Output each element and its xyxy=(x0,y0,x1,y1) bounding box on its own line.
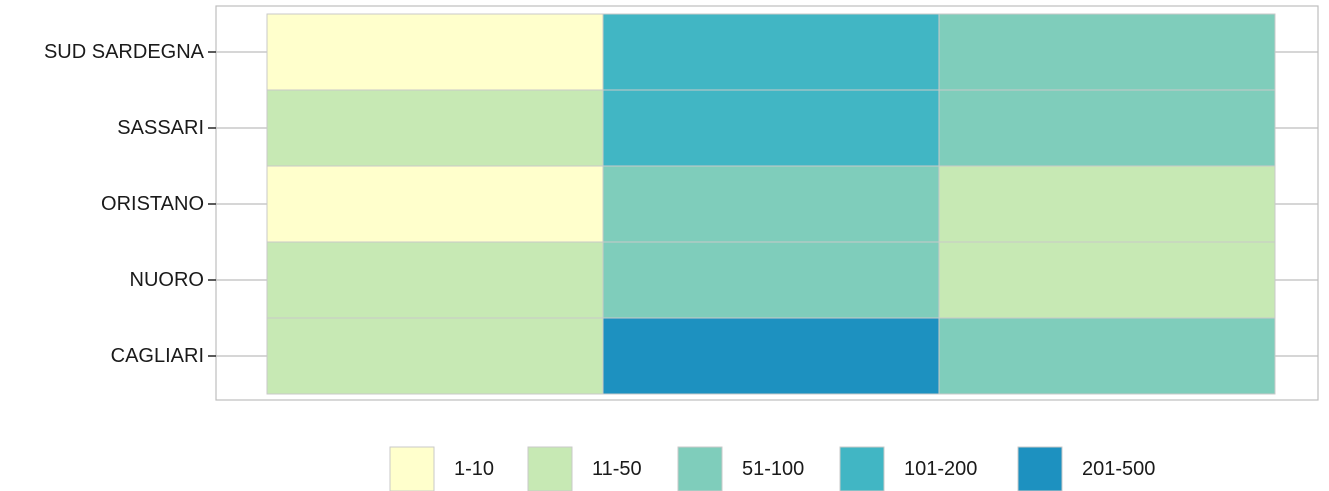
heatmap-cell xyxy=(266,13,604,91)
heatmap-cell xyxy=(938,13,1276,91)
y-tick-label: NUORO xyxy=(130,269,204,291)
heatmap-cell xyxy=(266,165,604,243)
legend-label: 51-100 xyxy=(742,458,804,480)
heatmap-cell xyxy=(602,165,940,243)
legend-label: 101-200 xyxy=(904,458,977,480)
heatmap-cells xyxy=(266,13,1276,395)
panel-border xyxy=(215,5,1319,401)
y-tick-label: SASSARI xyxy=(117,117,204,139)
legend-key xyxy=(1017,446,1063,491)
heatmap-cell xyxy=(266,241,604,319)
heatmap-cell xyxy=(602,317,940,395)
legend-label: 11-50 xyxy=(592,458,642,480)
legend-label: 201-500 xyxy=(1082,458,1155,480)
y-axis: SUD SARDEGNA SASSARI ORISTANO NUORO CAGLIARI xyxy=(44,41,216,367)
heatmap-cell xyxy=(938,89,1276,167)
legend-key xyxy=(527,446,573,491)
heatmap-cell xyxy=(602,89,940,167)
legend: 1-10 11-50 51-100 101-200 201-500 xyxy=(389,446,1155,491)
heatmap-cell xyxy=(938,317,1276,395)
heatmap-cell xyxy=(266,89,604,167)
heatmap-cell xyxy=(938,241,1276,319)
y-tick-label: CAGLIARI xyxy=(111,345,204,367)
y-tick-label: SUD SARDEGNA xyxy=(44,41,205,63)
legend-key xyxy=(389,446,435,491)
heatmap-cell xyxy=(266,317,604,395)
legend-key xyxy=(839,446,885,491)
legend-label: 1-10 xyxy=(454,458,494,480)
heatmap-cell xyxy=(602,241,940,319)
heatmap-cell xyxy=(938,165,1276,243)
heatmap-cell xyxy=(602,13,940,91)
y-tick-label: ORISTANO xyxy=(101,193,204,215)
legend-key xyxy=(677,446,723,491)
